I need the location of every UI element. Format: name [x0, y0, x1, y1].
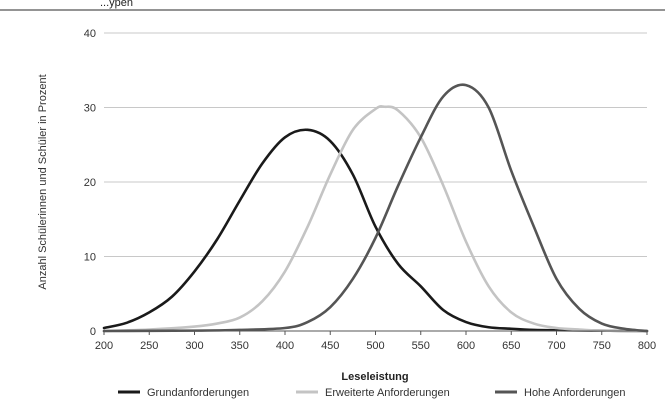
- y-tick-label-20: 20: [84, 177, 96, 189]
- x-tick-label-750: 750: [593, 340, 611, 352]
- axes: [103, 330, 648, 335]
- y-axis-title: Anzahl Schülerinnen und Schüler in Proze…: [37, 74, 49, 289]
- series-lines: [102, 83, 649, 333]
- legend-label-3: Hohe Anforderungen: [524, 387, 626, 399]
- x-tick-label-200: 200: [95, 340, 113, 352]
- x-tick-label-650: 650: [502, 340, 520, 352]
- x-tick-label-550: 550: [412, 340, 430, 352]
- series-line-2: [102, 105, 649, 333]
- x-axis-title: Leseleistung: [341, 371, 408, 383]
- header-text: ...ypen: [100, 0, 133, 9]
- y-tick-label-10: 10: [84, 252, 96, 264]
- legend-label-1: Grundanforderungen: [147, 387, 249, 399]
- y-tick-label-40: 40: [84, 28, 96, 40]
- y-tick-labels: 0 10 20 30 40: [84, 28, 96, 338]
- x-tick-label-350: 350: [231, 340, 249, 352]
- legend-label-2: Erweiterte Anforderungen: [325, 387, 450, 399]
- gridlines: [104, 32, 647, 257]
- x-tick-label-250: 250: [140, 340, 158, 352]
- x-tick-label-600: 600: [457, 340, 475, 352]
- x-tick-label-400: 400: [276, 340, 294, 352]
- x-tick-labels: 200 250 300 350 400 450 500 550 600 650 700 750 800: [95, 340, 656, 352]
- x-tick-label-450: 450: [321, 340, 339, 352]
- series-line-3: [102, 83, 649, 333]
- series-line-1: [102, 128, 649, 333]
- x-tick-label-500: 500: [366, 340, 384, 352]
- legend: Grundanforderungen Erweiterte Anforderung…: [118, 387, 626, 399]
- y-tick-label-0: 0: [90, 326, 96, 338]
- y-tick-label-30: 30: [84, 103, 96, 115]
- x-tick-label-700: 700: [547, 340, 565, 352]
- x-tick-label-300: 300: [185, 340, 203, 352]
- x-tick-label-800: 800: [638, 340, 656, 352]
